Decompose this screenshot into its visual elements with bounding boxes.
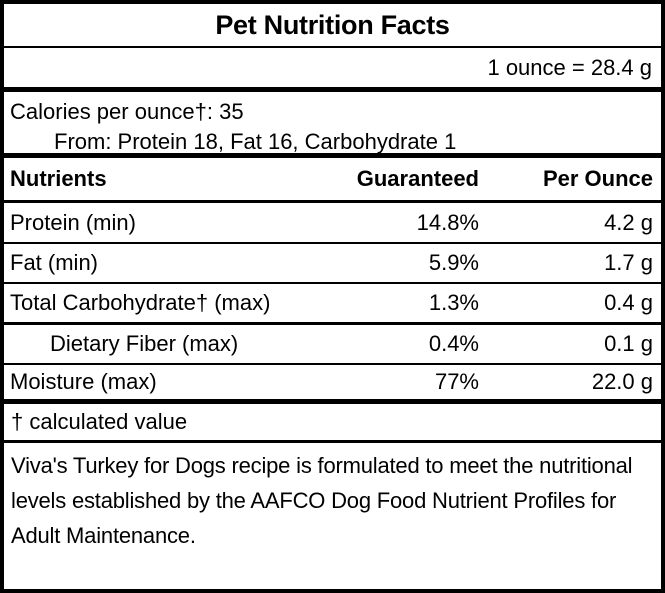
per-ounce-value: 0.1 g <box>604 331 653 356</box>
calories-from-line: From: Protein 18, Fat 16, Carbohydrate 1 <box>54 129 457 154</box>
nutrient-name: Total Carbohydrate† (max) <box>10 290 271 315</box>
per-ounce-value: 0.4 g <box>604 290 653 315</box>
table-row-protein: Protein (min) 14.8% 4.2 g <box>4 203 661 244</box>
guaranteed-value: 5.9% <box>428 250 479 275</box>
calculated-value-footnote: † calculated value <box>4 404 661 443</box>
table-row-moisture: Moisture (max) 77% 22.0 g <box>4 365 661 404</box>
serving-equivalence: 1 ounce = 28.4 g <box>4 48 661 92</box>
guaranteed-value: 14.8% <box>416 209 479 235</box>
per-ounce-value: 22.0 g <box>591 369 653 394</box>
per-ounce-value: 4.2 g <box>604 209 653 235</box>
guaranteed-value: 1.3% <box>428 290 479 315</box>
per-ounce-value: 1.7 g <box>604 250 653 275</box>
column-header-guaranteed: Guaranteed <box>356 166 479 191</box>
nutrient-name: Fat (min) <box>10 250 98 275</box>
calories-section: Calories per ounce†: 35 From: Protein 18… <box>4 92 661 158</box>
aafco-statement: Viva's Turkey for Dogs recipe is formula… <box>11 453 633 548</box>
table-row-total-carbohydrate: Total Carbohydrate† (max) 1.3% 0.4 g <box>4 284 661 325</box>
nutrient-name: Protein (min) <box>10 209 136 235</box>
calories-per-ounce-line: Calories per ounce†: 35 <box>10 99 244 124</box>
column-header-per-ounce: Per Ounce <box>542 166 653 191</box>
guaranteed-value: 0.4% <box>428 331 479 356</box>
table-header-row: Nutrients Guaranteed Per Ounce <box>4 158 661 203</box>
nutrient-name: Moisture (max) <box>10 369 157 394</box>
nutrient-name: Dietary Fiber (max) <box>50 331 239 356</box>
label-title: Pet Nutrition Facts <box>4 4 661 48</box>
table-row-fat: Fat (min) 5.9% 1.7 g <box>4 244 661 284</box>
column-header-nutrients: Nutrients <box>10 166 107 191</box>
guaranteed-value: 77% <box>434 369 479 394</box>
table-row-dietary-fiber: Dietary Fiber (max) 0.4% 0.1 g <box>4 325 661 365</box>
